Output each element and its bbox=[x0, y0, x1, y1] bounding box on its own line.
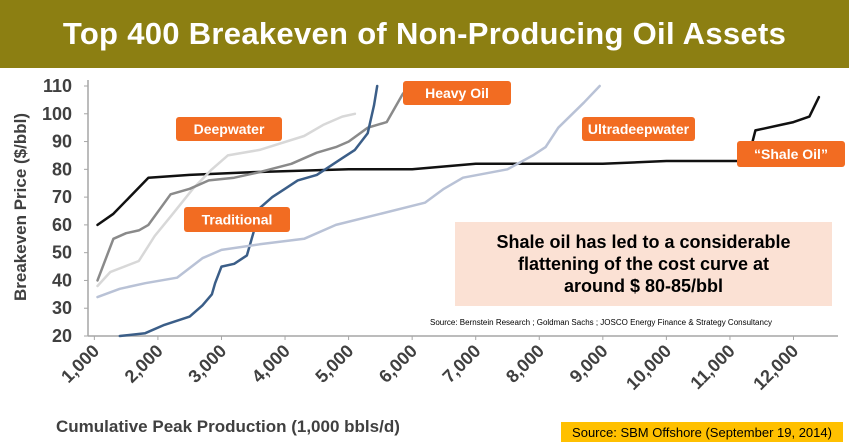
y-tick-label: 20 bbox=[52, 326, 72, 346]
series-tag: Ultradeepwater bbox=[582, 117, 695, 141]
series-tag-label: Deepwater bbox=[194, 121, 265, 137]
series-tag: Heavy Oil bbox=[403, 81, 511, 105]
series-tag-label: Ultradeepwater bbox=[588, 121, 690, 137]
series-tag-box bbox=[582, 117, 695, 141]
series-line-deepwater bbox=[96, 112, 357, 288]
x-tick-label: 9,000 bbox=[566, 341, 612, 387]
y-tick-label: 30 bbox=[52, 298, 72, 318]
x-tick-label: 4,000 bbox=[248, 341, 294, 387]
annotation-text: Shale oil has led to a considerable flat… bbox=[496, 232, 791, 296]
x-tick-label: 12,000 bbox=[749, 341, 802, 394]
y-tick-label: 110 bbox=[43, 76, 72, 96]
x-tick-label: 10,000 bbox=[622, 341, 675, 394]
x-tick-label: 7,000 bbox=[439, 341, 485, 387]
y-tick-label: 80 bbox=[52, 159, 72, 179]
title-bar: Top 400 Breakeven of Non-Producing Oil A… bbox=[0, 0, 849, 68]
y-tick-label: 70 bbox=[52, 187, 72, 207]
series-tag: Traditional bbox=[184, 207, 290, 232]
y-tick-label: 90 bbox=[52, 132, 72, 152]
x-tick-label: 2,000 bbox=[121, 341, 167, 387]
series-tag-label: Heavy Oil bbox=[425, 85, 489, 101]
slide-source-badge: Source: SBM Offshore (September 19, 2014… bbox=[561, 422, 843, 442]
y-tick-label: 100 bbox=[42, 104, 72, 124]
series-line-heavy-oil bbox=[96, 84, 411, 282]
series-lines bbox=[96, 84, 821, 338]
series-tag-box bbox=[737, 141, 845, 167]
series-tags: Deepwater Heavy Oil Ultradeepwater Traditio… bbox=[176, 81, 845, 232]
annotation-box: Shale oil has led to a considerable flat… bbox=[455, 222, 832, 306]
y-tick-label: 60 bbox=[52, 215, 72, 235]
series-line-ultradeepwater bbox=[96, 84, 601, 299]
series-line-shale-oil bbox=[96, 95, 821, 227]
x-tick-label: 11,000 bbox=[686, 341, 738, 393]
series-tag-label: “Shale Oil” bbox=[754, 146, 828, 162]
series-tag-box bbox=[184, 207, 290, 232]
series-tag: “Shale Oil” bbox=[737, 141, 845, 167]
series-tag-box bbox=[403, 81, 511, 105]
series-tag: Deepwater bbox=[176, 117, 282, 141]
x-tick-label: 6,000 bbox=[375, 341, 421, 387]
x-tick-label: 5,000 bbox=[311, 341, 357, 387]
x-axis-title: Cumulative Peak Production (1,000 bbls/d… bbox=[56, 417, 400, 436]
series-tag-box bbox=[176, 117, 282, 141]
x-tick-label: 3,000 bbox=[184, 341, 230, 387]
page-title: Top 400 Breakeven of Non-Producing Oil A… bbox=[62, 16, 787, 51]
y-axis-title: Breakeven Price ($/bbl) bbox=[11, 113, 30, 301]
series-tag-label: Traditional bbox=[202, 212, 273, 228]
y-tick-label: 50 bbox=[52, 243, 72, 263]
x-tick-label: 8,000 bbox=[502, 341, 548, 387]
x-tick-label: 1,000 bbox=[57, 341, 103, 387]
chart-source: Source: Bernstein Research ; Goldman Sac… bbox=[430, 318, 772, 327]
y-tick-label: 40 bbox=[52, 270, 72, 290]
